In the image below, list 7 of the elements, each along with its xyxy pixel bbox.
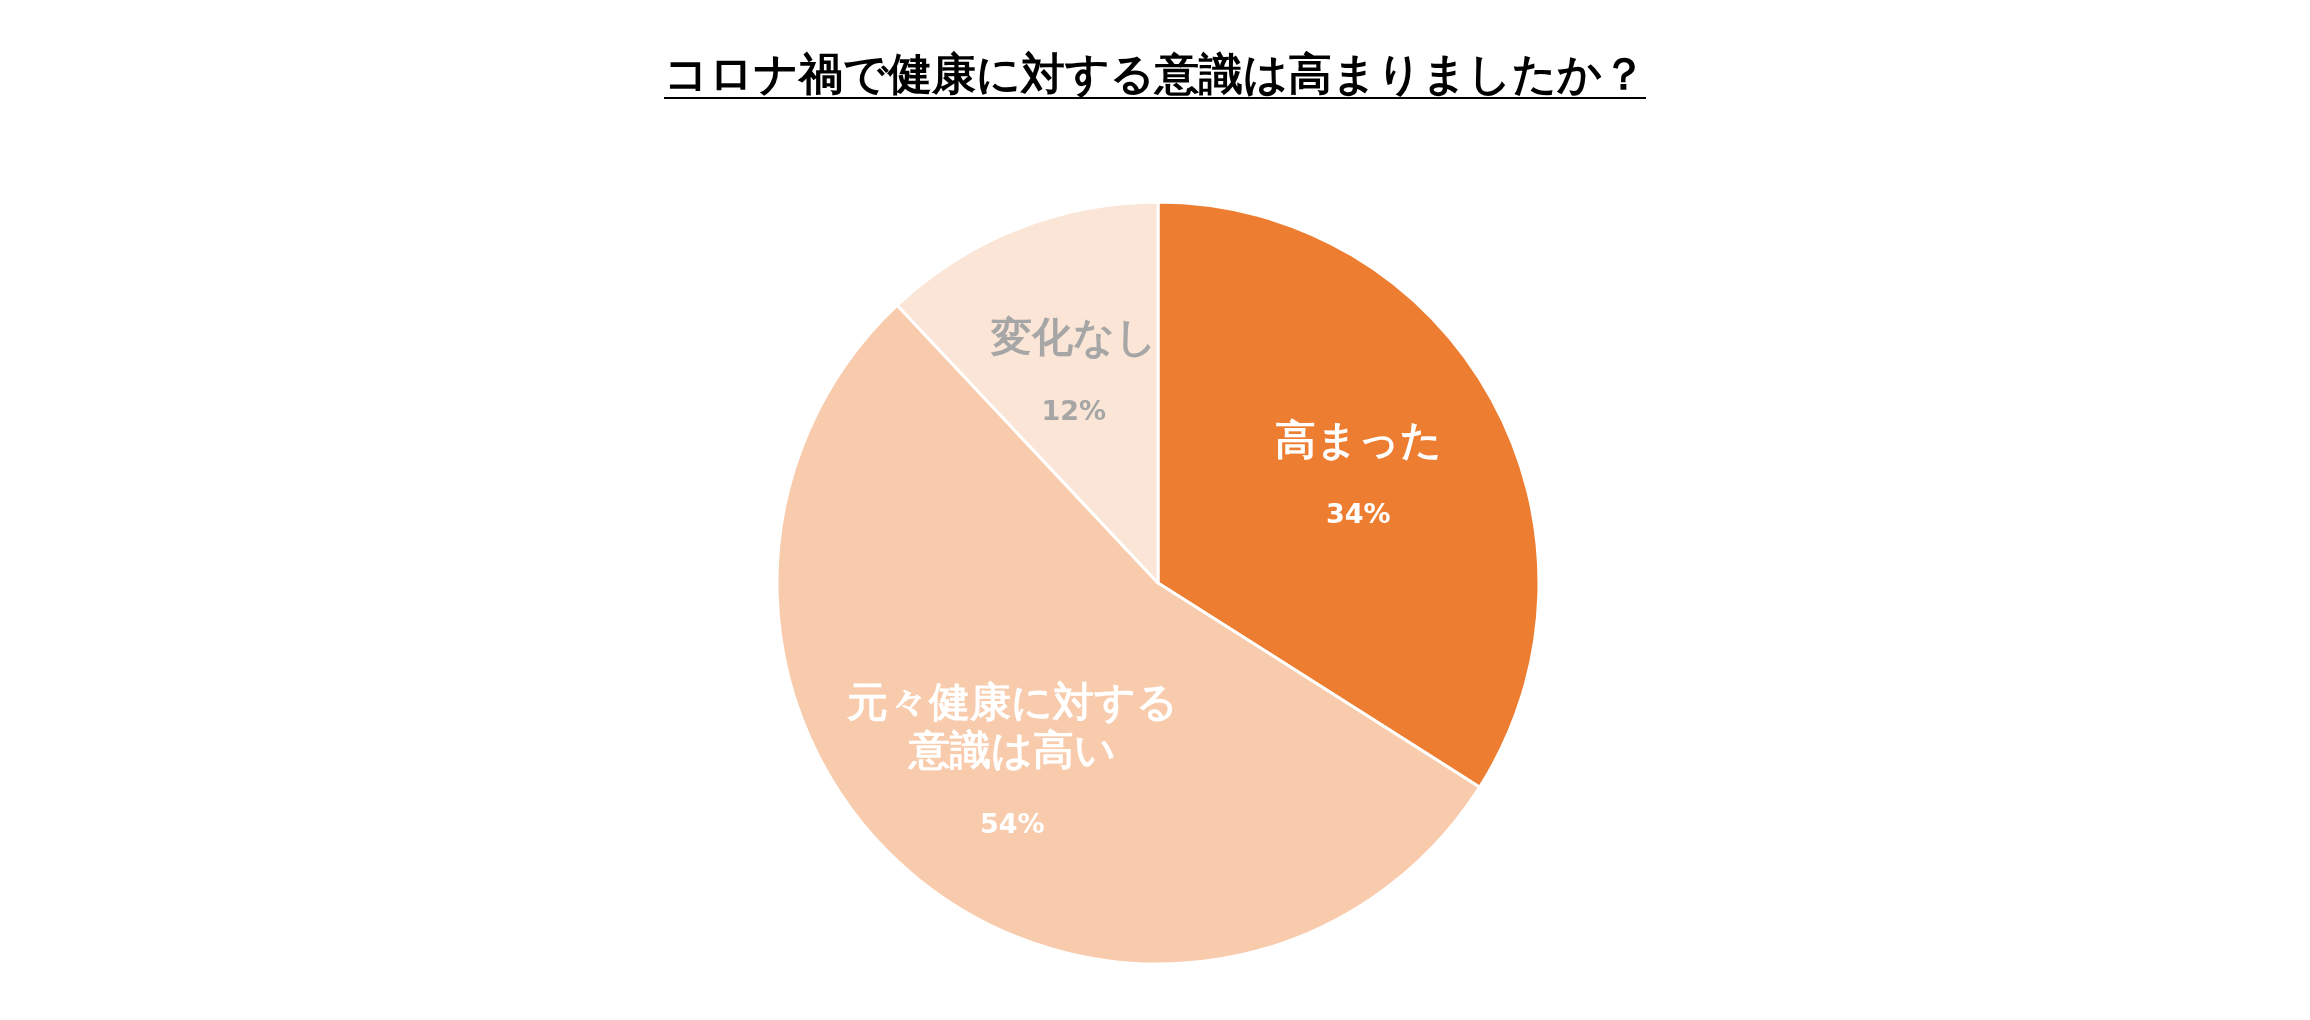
slice-label: 高まった [1274,415,1442,464]
data-label: 54% [978,808,1046,841]
slice-label: 変化なし [990,313,1157,362]
chart-title: コロナ禍で健康に対する意識は高まりましたか？ [664,48,1646,99]
data-label: 12% [1040,395,1108,428]
data-label: 34% [1325,497,1392,530]
slice-label: 元々健康に対する意識は高い [845,678,1179,775]
